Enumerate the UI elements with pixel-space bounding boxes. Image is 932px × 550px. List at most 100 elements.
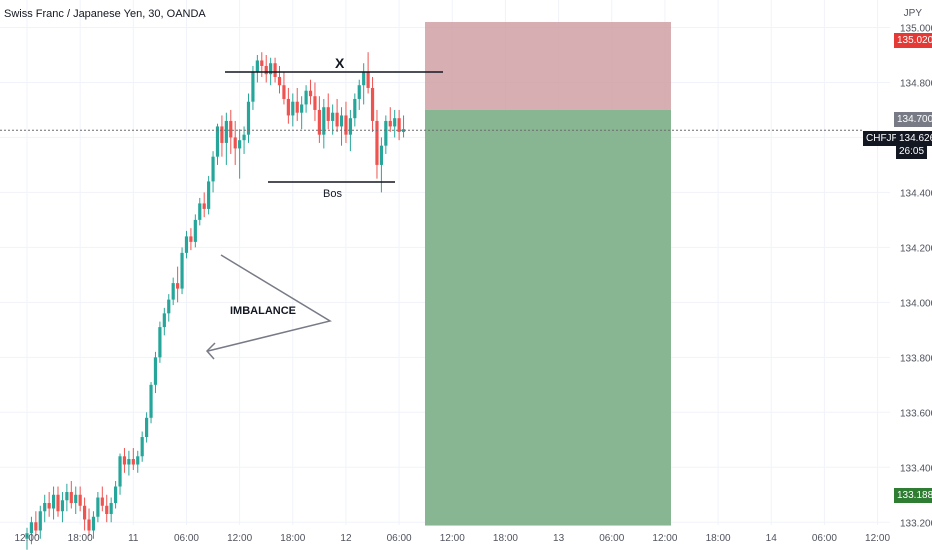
candle-body: [393, 118, 397, 127]
candle-body: [43, 503, 47, 512]
candle-body: [357, 85, 361, 99]
bar-timer-tag: 26:05: [896, 144, 928, 159]
time-tick-label: 06:00: [599, 533, 624, 544]
candle-body: [375, 120, 379, 165]
price-tick-label: 134.200: [900, 243, 932, 254]
candle-body: [74, 494, 78, 504]
time-tick-label: 06:00: [174, 533, 199, 544]
candle-body: [331, 112, 335, 121]
candle-body: [242, 134, 246, 141]
time-tick-label: 12:00: [440, 533, 465, 544]
candle-body: [51, 494, 56, 509]
candle-body: [158, 327, 162, 358]
candle-body: [109, 503, 113, 515]
candle-body: [131, 459, 135, 465]
candle-body: [384, 120, 388, 146]
candle-body: [224, 120, 228, 143]
candle-body: [127, 459, 131, 465]
time-axis[interactable]: 12:00 18:00 11 06:00 12:00 18:00 12 06:00 12:00 1…: [14, 533, 890, 544]
candle-body: [233, 137, 237, 149]
time-tick-label: 12:00: [227, 533, 252, 544]
candle-body: [260, 60, 264, 66]
candle-body: [348, 118, 352, 135]
time-tick-label: 18:00: [706, 533, 731, 544]
time-tick-label: 12: [340, 533, 352, 544]
candle-body: [145, 417, 149, 438]
candle-body: [344, 115, 348, 135]
time-tick-label: 12:00: [865, 533, 890, 544]
time-tick-label: 12:00: [14, 533, 39, 544]
candle-body: [65, 492, 69, 501]
profit-zone: [425, 109, 671, 526]
time-tick-label: 06:00: [812, 533, 837, 544]
candle-body: [193, 219, 197, 242]
candle-body: [34, 522, 38, 531]
last-price-tag: 134.626: [896, 131, 932, 146]
price-tick-label: 134.000: [900, 298, 932, 309]
candle-body: [122, 456, 127, 465]
time-tick-label: 06:00: [387, 533, 412, 544]
imbalance-arrowhead: [205, 342, 216, 360]
time-tick-label: 11: [128, 533, 139, 544]
candle-body: [401, 129, 406, 132]
candle-body: [322, 107, 326, 135]
price-tick-label: 133.200: [900, 518, 932, 529]
position-zones: [425, 21, 671, 526]
candle-body: [211, 156, 215, 182]
top-price-tag: 135.020: [894, 33, 932, 48]
candle-body: [118, 456, 122, 487]
candle-body: [105, 505, 109, 515]
price-tick-label: 133.600: [900, 408, 932, 419]
candle-body: [295, 101, 299, 113]
candle-body: [198, 203, 202, 220]
candle-body: [171, 283, 175, 300]
candle-body: [353, 98, 357, 119]
candle-body: [29, 522, 34, 534]
candle-body: [370, 87, 375, 121]
candle-body: [207, 181, 211, 209]
candle-body: [220, 126, 224, 143]
candle-body: [153, 357, 158, 385]
currency-label: JPY: [903, 8, 922, 19]
candle-body: [388, 120, 392, 127]
candle-body: [397, 118, 401, 132]
candle-body: [149, 384, 153, 418]
risk-zone: [425, 21, 671, 110]
candle-body: [91, 516, 96, 531]
candle-body: [362, 71, 366, 86]
candle-body: [25, 533, 29, 539]
candle-body: [317, 109, 321, 135]
time-tick-label: 13: [553, 533, 565, 544]
candle-body: [251, 71, 255, 102]
candle-body: [326, 107, 330, 121]
chart-title: Swiss Franc / Japanese Yen, 30, OANDA: [4, 8, 206, 20]
time-tick-label: 18:00: [280, 533, 305, 544]
time-tick-label: 18:00: [493, 533, 518, 544]
candle-body: [202, 203, 206, 209]
candle-body: [184, 236, 189, 253]
candle-body: [366, 71, 370, 88]
imbalance-label: IMBALANCE: [230, 305, 296, 317]
candle-body: [189, 236, 193, 242]
imbalance-arrow: [207, 254, 332, 352]
candle-body: [180, 252, 184, 289]
candle-body: [114, 486, 118, 504]
price-tick-label: 134.800: [900, 78, 932, 89]
candle-body: [140, 437, 144, 457]
candle-body: [264, 65, 268, 75]
annotation-drawings: [205, 71, 443, 360]
candle-body: [60, 500, 65, 512]
candle-body: [308, 90, 313, 97]
candle-body: [69, 492, 73, 504]
candle-body: [78, 494, 82, 506]
candle-body: [56, 494, 60, 512]
candle-body: [304, 90, 308, 105]
candle-body: [100, 497, 104, 506]
candle-body: [215, 126, 220, 157]
candle-body: [286, 98, 290, 116]
time-tick-label: 14: [766, 533, 778, 544]
target-price-tag: 134.700: [894, 112, 932, 127]
bos-label: Bos: [323, 188, 342, 200]
candle-body: [379, 145, 383, 165]
